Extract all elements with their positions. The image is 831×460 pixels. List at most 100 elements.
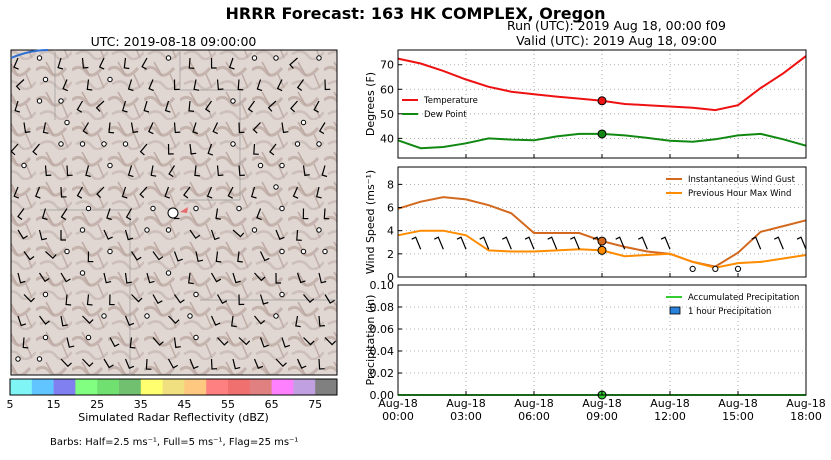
wind-barb — [295, 315, 301, 328]
wind-barb — [164, 186, 171, 199]
wind-barb — [173, 79, 180, 91]
wind-barb — [148, 79, 154, 92]
wind-barb — [290, 100, 298, 113]
wind-barb — [296, 229, 302, 241]
wind-barb — [252, 122, 261, 134]
wind-barb — [195, 251, 204, 263]
wind-barb — [247, 100, 255, 113]
wind-barb — [124, 358, 135, 369]
calm-wind-marker — [101, 313, 107, 319]
fire-location-marker[interactable] — [167, 207, 179, 219]
wind-barb — [479, 236, 490, 250]
calm-wind-marker — [322, 248, 328, 255]
x-tick-label: 03:00 — [450, 410, 482, 423]
calm-wind-marker — [122, 141, 129, 147]
wind-barb — [228, 57, 235, 70]
wind-barb — [121, 100, 128, 113]
wind-barb — [296, 358, 307, 369]
wind-barb — [210, 57, 217, 69]
wind-barb — [216, 79, 224, 91]
wind-barb — [638, 236, 648, 250]
current-time-marker — [597, 236, 607, 246]
wind-barb — [23, 294, 35, 303]
wind-barb — [318, 358, 325, 370]
wind-barb — [206, 186, 213, 199]
wind-barb — [238, 294, 245, 306]
run-title: Run (UTC): 2019 Aug 18, 00:00 f09 Valid … — [398, 18, 831, 48]
colorbar-segment — [206, 379, 229, 395]
wind-barb — [315, 186, 322, 199]
wind-barb — [281, 337, 290, 348]
y-tick-label: 40 — [380, 132, 394, 145]
wind-barb — [127, 165, 134, 178]
wind-barb — [17, 229, 28, 240]
wind-barb — [13, 186, 20, 199]
wind-barb — [35, 186, 41, 199]
calm-wind-marker — [236, 205, 242, 212]
colorbar: 5 15 25 35 45 55 65 75 — [7, 378, 338, 411]
colorbar-tick-label: 45 — [177, 398, 191, 411]
wind-barb — [17, 272, 26, 284]
fire-perimeter — [180, 207, 188, 213]
wind-barb — [292, 186, 299, 199]
wind-barb — [318, 272, 327, 284]
wind-barb — [22, 337, 29, 349]
wind-barb — [109, 294, 115, 306]
colorbar-tick-label: 5 — [7, 398, 14, 411]
calm-wind-marker — [165, 227, 172, 233]
wind-barb — [76, 100, 84, 113]
wind-barb — [81, 57, 89, 69]
map-title: UTC: 2019-08-18 09:00:00 — [90, 34, 257, 49]
calm-wind-marker — [193, 291, 199, 298]
calm-wind-marker — [165, 55, 172, 61]
calm-wind-marker — [230, 98, 236, 104]
y-axis-label: Wind Speed (ms⁻¹) — [364, 170, 377, 274]
wind-barb — [232, 229, 245, 238]
y-tick-label: 0.08 — [370, 301, 395, 314]
wind-barb — [173, 337, 181, 349]
wind-barb — [124, 229, 134, 241]
calm-wind-marker — [79, 141, 86, 147]
wind-barb — [547, 236, 558, 250]
calm-wind-marker — [279, 248, 285, 255]
wind-barb — [238, 165, 245, 177]
calm-wind-marker — [101, 141, 107, 147]
legend-label: Previous Hour Max Wind — [688, 189, 791, 199]
colorbar-tick-label: 65 — [265, 398, 279, 411]
calm-wind-marker — [58, 141, 64, 147]
wind-barb — [411, 236, 422, 250]
wind-barb — [238, 122, 245, 134]
calm-wind-marker — [79, 227, 86, 233]
wind-barb — [60, 358, 72, 368]
wind-barb — [60, 272, 71, 283]
y-tick-label: 0 — [387, 271, 394, 284]
wind-barb — [303, 337, 315, 346]
wind-barb — [189, 143, 197, 155]
wind-barb — [62, 79, 68, 92]
calm-wind-marker — [689, 265, 696, 272]
y-tick-label: 8 — [387, 178, 394, 191]
y-tick-label: 0.00 — [370, 389, 395, 402]
wind-barb — [66, 337, 75, 348]
wind-barb — [774, 236, 784, 250]
wind-barb — [152, 337, 164, 346]
wind-barb — [150, 165, 157, 177]
wind-barb — [15, 79, 25, 91]
x-tick-label: 06:00 — [518, 410, 550, 423]
wind-barb — [39, 315, 50, 325]
calm-wind-marker — [230, 141, 236, 147]
legend-label: Accumulated Precipitation — [688, 293, 799, 303]
calm-wind-marker — [36, 98, 43, 104]
wind-barb — [146, 272, 155, 284]
wind-barb — [174, 294, 185, 304]
colorbar-frame — [9, 378, 338, 396]
calm-wind-marker — [273, 55, 279, 61]
wind-barb — [60, 230, 66, 241]
wind-barb — [276, 79, 283, 92]
wind-barb — [103, 272, 112, 284]
x-tick-label: Aug-18 — [582, 397, 621, 410]
wind-barb — [183, 186, 191, 199]
wind-barb — [259, 337, 269, 348]
calm-wind-marker — [193, 205, 199, 212]
